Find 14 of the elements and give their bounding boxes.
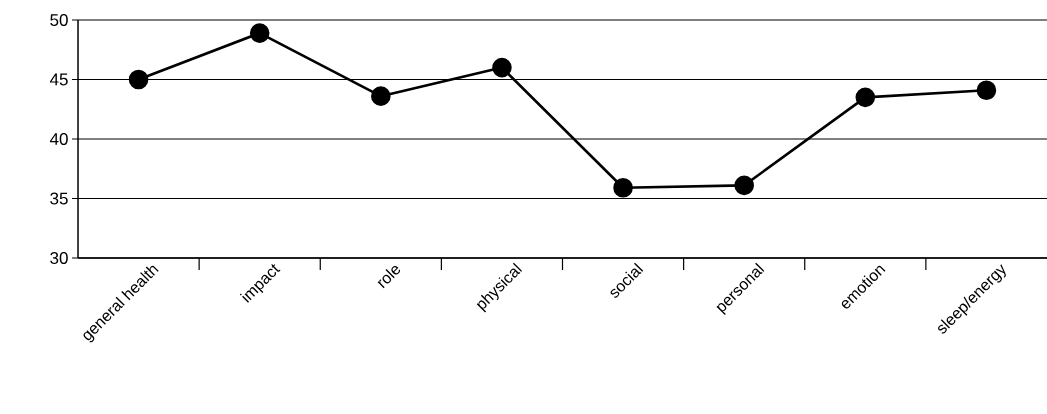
y-tick-label: 35 [50, 192, 68, 205]
point [855, 87, 876, 108]
y-tick-label: 30 [50, 251, 68, 265]
y-tick-label: 45 [49, 73, 68, 86]
point [492, 57, 512, 78]
point [976, 80, 997, 100]
point [613, 177, 633, 198]
y-tick-label: 50 [50, 13, 68, 27]
point [371, 86, 391, 106]
point [249, 23, 270, 43]
x-tick-label: role [377, 265, 401, 289]
point [128, 69, 149, 90]
point [734, 175, 754, 196]
y-tick-label: 40 [49, 132, 68, 146]
